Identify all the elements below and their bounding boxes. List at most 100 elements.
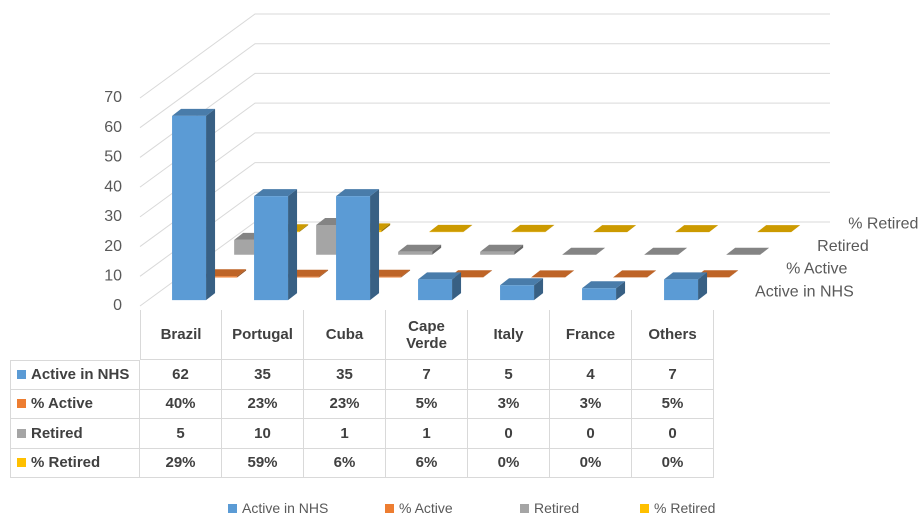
bar-face xyxy=(565,270,575,278)
table-header: Cuba xyxy=(304,310,386,360)
bar-face xyxy=(500,278,544,286)
bar xyxy=(726,247,770,255)
table-row-label: % Retired xyxy=(10,448,140,478)
table-cell: 62 xyxy=(140,360,222,390)
bar-face xyxy=(675,225,719,233)
table-cell: 10 xyxy=(222,419,304,449)
bar-face xyxy=(647,270,657,278)
grid-line xyxy=(139,43,830,129)
bar-face xyxy=(500,285,535,301)
bar xyxy=(429,224,473,233)
bar-face xyxy=(172,115,207,301)
legend-label: Retired xyxy=(534,500,580,516)
legend-item: Active in NHS xyxy=(228,499,328,517)
legend-key xyxy=(17,428,26,438)
bar-face xyxy=(299,224,309,233)
bar xyxy=(757,225,801,233)
bar-face xyxy=(254,189,298,197)
legend-key xyxy=(17,370,26,380)
bar-face xyxy=(381,223,391,233)
bar-face xyxy=(483,270,493,278)
y-tick-label: 40 xyxy=(104,178,122,195)
legend-swatch xyxy=(385,503,394,513)
bar-face xyxy=(206,108,216,301)
legend-item: % Active xyxy=(385,499,453,517)
table-cell: 0 xyxy=(468,419,550,449)
bar xyxy=(613,270,657,278)
bar xyxy=(562,247,606,255)
bar-face xyxy=(480,251,515,255)
y-tick-label: 70 xyxy=(104,89,122,106)
bar-face xyxy=(757,225,801,233)
table-cell: 35 xyxy=(304,360,386,390)
grid-line xyxy=(139,13,830,99)
bar-face xyxy=(237,269,247,278)
bar-face xyxy=(664,272,708,280)
legend-swatch xyxy=(228,503,237,513)
legend-label: % Active xyxy=(399,500,453,516)
table-cell: 7 xyxy=(386,360,468,390)
legend-swatch xyxy=(640,503,649,513)
bar-face xyxy=(398,251,433,255)
table-header: France xyxy=(550,310,632,360)
grid-line xyxy=(139,72,830,158)
bar-face xyxy=(172,108,216,116)
bar-face xyxy=(729,270,739,278)
bar-face xyxy=(534,278,544,301)
legend-label: Active in NHS xyxy=(242,500,329,516)
table-header: Brazil xyxy=(140,310,222,360)
bar xyxy=(664,272,708,301)
table-cell: 3% xyxy=(468,389,550,419)
table-cell: 59% xyxy=(222,448,304,478)
bar-face xyxy=(418,279,453,301)
row-label-text: % Retired xyxy=(31,454,101,472)
legend-swatch xyxy=(520,503,529,513)
grid-line xyxy=(139,102,830,188)
table-cell: 23% xyxy=(304,389,386,419)
table-cell: 5 xyxy=(140,419,222,449)
y-tick-label: 60 xyxy=(104,119,122,136)
bar xyxy=(531,270,575,278)
table-cell: 4 xyxy=(550,360,632,390)
legend-key xyxy=(17,458,26,468)
bar-face xyxy=(429,224,473,232)
y-tick-label: 50 xyxy=(104,149,122,166)
table-cell: 7 xyxy=(632,360,714,390)
bar-face xyxy=(726,247,770,255)
bar-face xyxy=(432,244,442,255)
table-cell: 6% xyxy=(386,448,468,478)
table-header: Cape Verde xyxy=(386,310,468,360)
bar xyxy=(480,244,524,255)
bar xyxy=(511,224,555,233)
bar-face xyxy=(418,272,462,280)
table-cell: 3% xyxy=(550,389,632,419)
bar xyxy=(500,278,544,301)
bar-face xyxy=(613,270,657,278)
bar-face xyxy=(582,281,626,289)
table-cell: 5% xyxy=(386,389,468,419)
table-header: Portugal xyxy=(222,310,304,360)
bar-face xyxy=(616,281,626,301)
bar-face xyxy=(336,189,380,197)
table-cell: 35 xyxy=(222,360,304,390)
bar-face xyxy=(698,272,708,301)
table-cell: 5% xyxy=(632,389,714,419)
table-cell: 1 xyxy=(386,419,468,449)
legend-item: Retired xyxy=(520,499,579,517)
bar-face xyxy=(254,196,289,301)
bar xyxy=(254,189,298,301)
table-cell: 0 xyxy=(632,419,714,449)
bar-face xyxy=(514,244,524,255)
table-cell: 29% xyxy=(140,448,222,478)
y-tick-label: 10 xyxy=(104,268,122,285)
table-cell: 1 xyxy=(304,419,386,449)
table-header: Italy xyxy=(468,310,550,360)
bar-face xyxy=(401,269,411,278)
bar xyxy=(644,247,688,255)
y-tick-label: 20 xyxy=(104,238,122,255)
bar-face xyxy=(336,196,371,301)
depth-axis-label: % Retired xyxy=(848,215,918,232)
bar-face xyxy=(545,224,555,233)
depth-axis-label: % Active xyxy=(786,261,847,278)
